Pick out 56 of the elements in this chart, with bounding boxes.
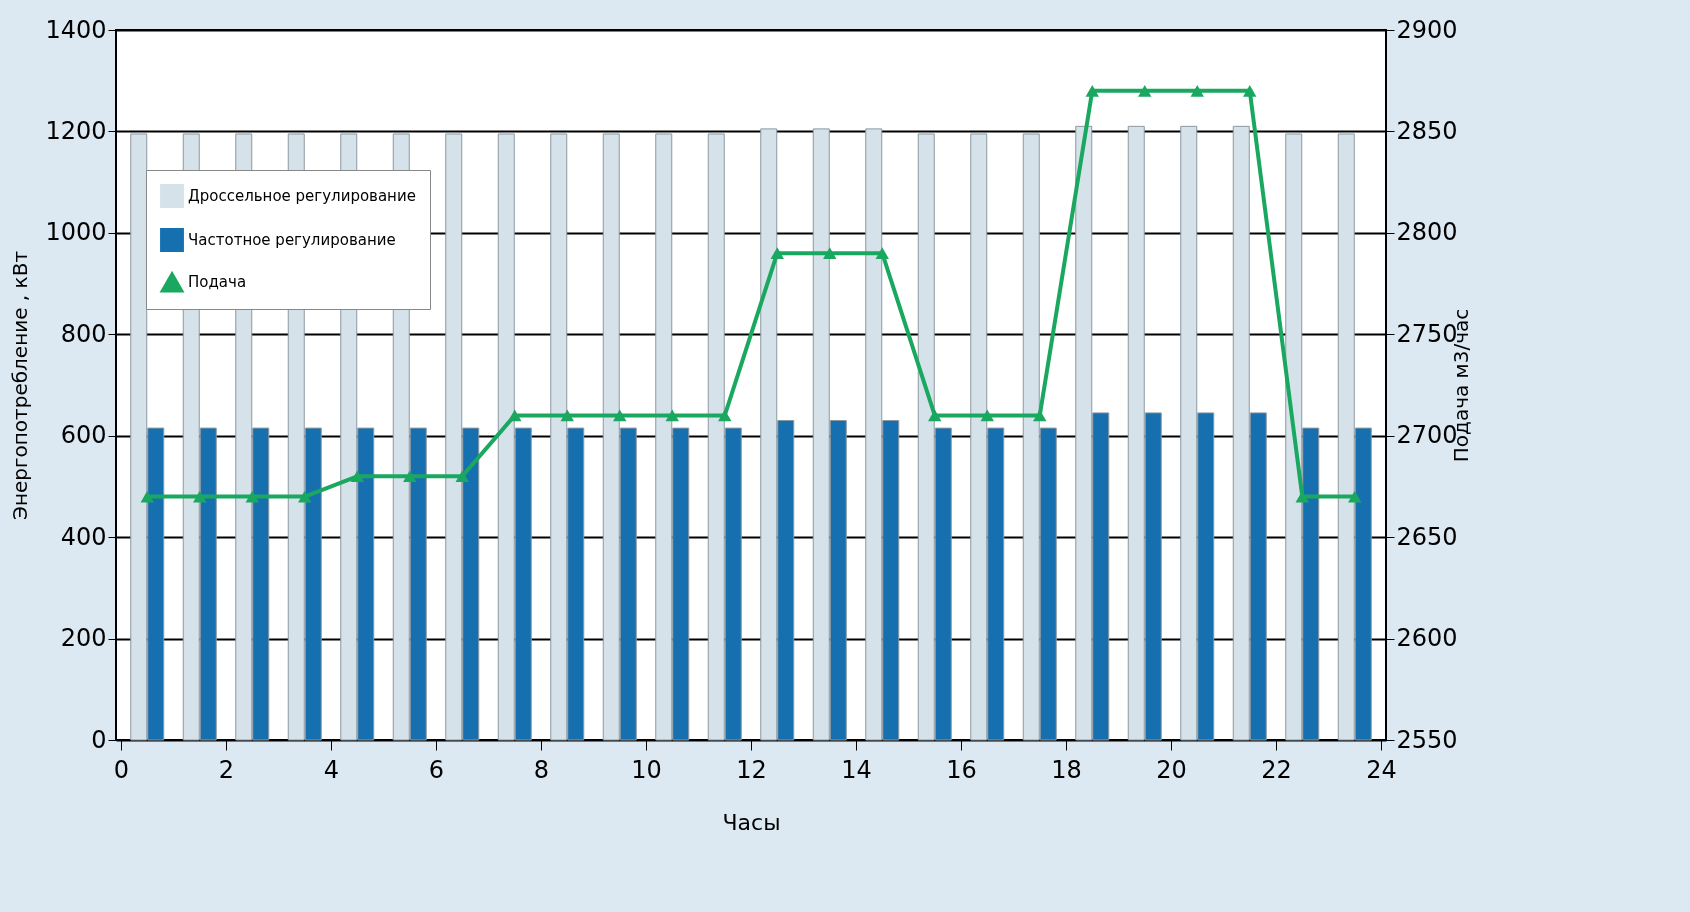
y-tick-label: 1400 xyxy=(45,15,107,44)
y2-tick-label: 2850 xyxy=(1396,116,1458,145)
point xyxy=(718,409,732,422)
point xyxy=(1243,85,1257,97)
point xyxy=(193,490,207,503)
x-tick-label: 0 xyxy=(113,755,130,784)
point xyxy=(245,490,259,503)
y-tick-label: 1000 xyxy=(45,218,107,247)
point xyxy=(1190,85,1204,97)
point xyxy=(613,409,627,422)
y-tick-label: 200 xyxy=(60,624,107,653)
y-tick-label: 800 xyxy=(60,319,107,348)
legend-label: Частотное регулирование xyxy=(188,231,396,249)
y-tick-label: 0 xyxy=(91,725,107,754)
point xyxy=(1085,85,1099,97)
x-tick-label: 2 xyxy=(218,755,235,784)
point xyxy=(875,247,889,259)
point xyxy=(350,470,364,483)
point xyxy=(980,409,994,422)
x-tick-label: 4 xyxy=(323,755,340,784)
legend-label: Дроссельное регулирование xyxy=(188,187,416,205)
x-tick-label: 24 xyxy=(1366,755,1397,784)
x-tick-label: 22 xyxy=(1261,755,1292,784)
y-tick-label: 1200 xyxy=(45,116,107,145)
x-tick-label: 16 xyxy=(946,755,977,784)
y-axis-title: Энергопотребление , кВт xyxy=(8,250,33,521)
x-tick-label: 8 xyxy=(533,755,550,784)
x-tick-label: 14 xyxy=(841,755,872,784)
point xyxy=(928,409,942,422)
y-tick-label: 400 xyxy=(60,522,107,551)
point xyxy=(1348,490,1362,503)
point xyxy=(1138,85,1152,97)
point xyxy=(455,470,469,483)
point xyxy=(823,247,837,259)
point xyxy=(665,409,679,422)
x-axis-title: Часы xyxy=(722,809,781,835)
x-tick-label: 18 xyxy=(1051,755,1082,784)
point xyxy=(1033,409,1047,422)
point xyxy=(508,409,522,422)
y2-tick-label: 2900 xyxy=(1396,15,1458,44)
point xyxy=(560,409,574,422)
point xyxy=(140,490,154,503)
x-tick-label: 12 xyxy=(736,755,767,784)
y2-tick-label: 2600 xyxy=(1396,624,1458,653)
point xyxy=(298,490,312,503)
y2-tick-label: 2550 xyxy=(1396,725,1458,754)
y2-tick-label: 2650 xyxy=(1396,522,1458,551)
point xyxy=(403,470,417,483)
x-tick-label: 20 xyxy=(1156,755,1187,784)
legend-label: Подача xyxy=(188,273,247,291)
y-tick-label: 600 xyxy=(60,421,107,450)
x-tick-label: 10 xyxy=(631,755,662,784)
point xyxy=(770,247,784,259)
y2-tick-label: 2800 xyxy=(1396,218,1458,247)
x-tick-label: 6 xyxy=(428,755,445,784)
point xyxy=(1295,490,1309,503)
